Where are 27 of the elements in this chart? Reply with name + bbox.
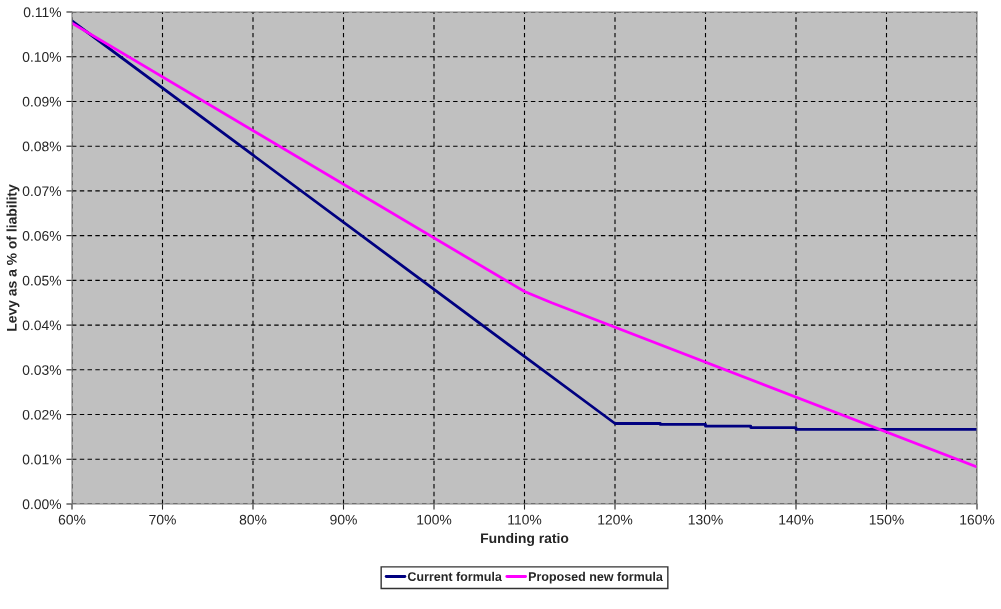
y-tick-label: 0.05% <box>22 275 62 286</box>
x-tick-label: 60% <box>58 514 86 525</box>
legend-label: Current formula <box>407 571 502 582</box>
y-tick-label: 0.03% <box>22 365 62 375</box>
x-tick-label: 130% <box>688 514 723 525</box>
y-tick-label: 0.11% <box>23 7 62 18</box>
x-tick-label: 110% <box>508 514 542 525</box>
x-tick-label: 70% <box>149 514 176 525</box>
y-tick-label: 0.07% <box>22 186 62 197</box>
y-axis-title: Levy as a % of liability <box>6 184 20 331</box>
y-tick-label: 0.10% <box>22 52 62 62</box>
x-tick-label: 160% <box>960 514 995 525</box>
x-axis-title: Funding ratio <box>481 532 569 546</box>
x-tick-label: 140% <box>779 514 814 525</box>
x-tick-label: 90% <box>330 514 357 525</box>
y-tick-label: 0.04% <box>22 320 62 331</box>
x-tick-label: 120% <box>598 514 633 525</box>
y-tick-label: 0.08% <box>22 141 62 152</box>
y-tick-label: 0.00% <box>22 499 62 510</box>
x-tick-label: 100% <box>417 514 452 525</box>
y-tick-label: 0.01% <box>22 454 62 465</box>
legend-label: Proposed new formula <box>528 571 663 584</box>
y-tick-label: 0.02% <box>22 409 62 420</box>
y-tick-label: 0.06% <box>22 230 62 241</box>
y-tick-label: 0.09% <box>22 96 62 107</box>
x-tick-label: 150% <box>869 514 904 525</box>
x-tick-label: 80% <box>239 514 267 525</box>
